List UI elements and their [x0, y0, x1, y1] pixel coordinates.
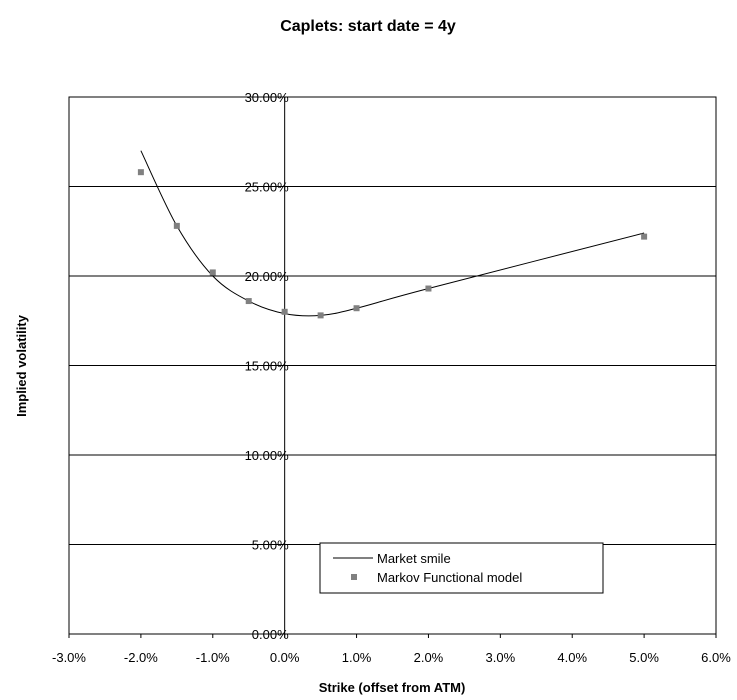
y-tick-labels: 0.00% 5.00% 10.00% 15.00% 20.00% 25.00% 30.00%	[245, 90, 290, 642]
x-tick-label: -2.0%	[124, 650, 158, 665]
data-point-markov-model	[245, 298, 252, 305]
data-point-markov-model	[173, 222, 180, 229]
data-point-markov-model	[317, 312, 324, 319]
x-tick-label: 6.0%	[701, 650, 731, 665]
x-tick-label: -3.0%	[52, 650, 86, 665]
x-tick-label: -1.0%	[196, 650, 230, 665]
data-point-markov-model	[209, 269, 216, 276]
legend-label-markov-model: Markov Functional model	[377, 570, 522, 585]
legend-marker-swatch	[351, 574, 357, 580]
data-point-markov-model	[425, 285, 432, 292]
chart-title: Caplets: start date = 4y	[280, 18, 456, 35]
y-tick-label: 5.00%	[252, 538, 289, 553]
data-point-markov-model	[281, 308, 288, 315]
data-point-markov-model	[641, 233, 648, 240]
x-tick-label: 3.0%	[486, 650, 516, 665]
y-tick-label: 20.00%	[245, 269, 290, 284]
data-point-markov-model	[137, 169, 144, 176]
grid-lines	[69, 186, 716, 545]
y-tick-label: 0.00%	[252, 627, 289, 642]
y-tick-label: 25.00%	[245, 180, 290, 195]
x-tick-labels: -3.0% -2.0% -1.0% 0.0% 1.0% 2.0% 3.0% 4.0% 5.0% 6…	[52, 634, 731, 665]
legend: Market smile Markov Functional model	[319, 542, 604, 594]
series-layer	[137, 150, 648, 319]
legend-box	[319, 542, 604, 594]
legend-label-market-smile: Market smile	[377, 551, 451, 566]
x-tick-label: 5.0%	[629, 650, 659, 665]
x-tick-label: 1.0%	[342, 650, 372, 665]
series-line-market-smile	[140, 150, 645, 317]
x-tick-label: 0.0%	[270, 650, 300, 665]
x-axis-label: Strike (offset from ATM)	[319, 680, 466, 695]
y-tick-label: 30.00%	[245, 90, 290, 105]
plot-area	[68, 96, 717, 635]
y-tick-label: 10.00%	[245, 448, 290, 463]
y-axis-label: Implied volatility	[14, 314, 29, 417]
data-point-markov-model	[353, 305, 360, 312]
y-tick-label: 15.00%	[245, 359, 290, 374]
x-tick-label: 2.0%	[414, 650, 444, 665]
x-tick-label: 4.0%	[557, 650, 587, 665]
